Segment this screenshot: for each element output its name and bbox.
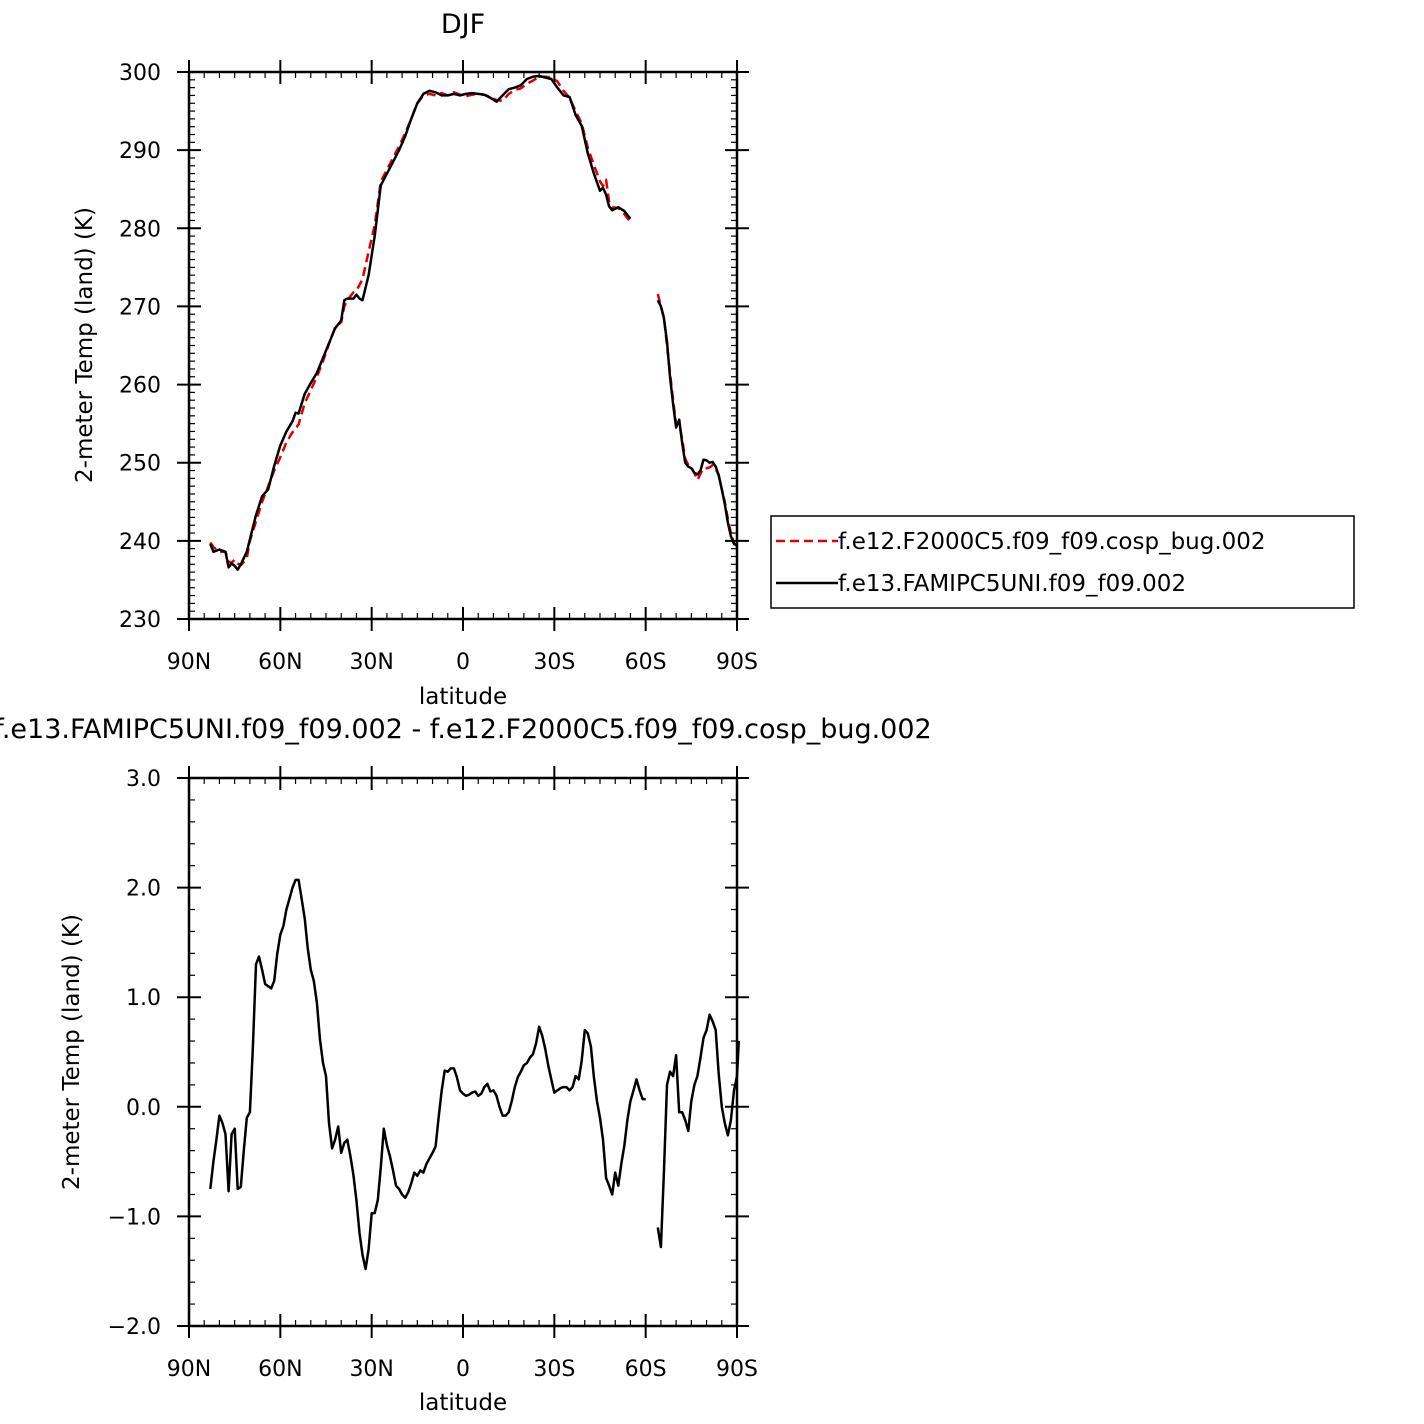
bottom-ticks [177, 766, 749, 1338]
y-tick-label: 240 [119, 530, 161, 555]
x-tick-label: 60S [625, 650, 667, 675]
y-tick-label: 230 [119, 608, 161, 633]
legend-box [770, 515, 1355, 609]
top-series-1-line-segment-1 [209, 75, 632, 567]
y-tick-label: 280 [119, 217, 161, 242]
y-tick-label: 0.0 [126, 1096, 161, 1121]
x-tick-label: 90N [167, 650, 211, 675]
top-series-2-line-segment-1 [209, 74, 632, 572]
bottom-plot-frame [187, 776, 739, 1328]
y-tick-label: 270 [119, 295, 161, 320]
x-tick-label: 30N [349, 650, 393, 675]
top-plot-frame [187, 70, 739, 621]
x-tick-label: 60N [258, 650, 302, 675]
top-panel: DJF 230 240 250 260 270 280 290 300 90N 60N 30N 0 30… [72, 9, 1355, 710]
y-tick-label: 290 [119, 139, 161, 164]
x-tick-label: 30S [533, 1357, 575, 1382]
y-tick-label: 2.0 [126, 877, 161, 902]
bottom-tick-labels: −2.0 −1.0 0.0 1.0 2.0 3.0 90N 60N 30N 0 30S 60S 90S [108, 767, 758, 1382]
y-tick-label: 260 [119, 374, 161, 399]
top-series-2-line-segment-2 [656, 299, 738, 547]
x-tick-label: 90N [167, 1357, 211, 1382]
y-tick-label: 3.0 [126, 767, 161, 792]
bottom-series-1-line-segment-1 [209, 878, 646, 1271]
x-tick-label: 60S [625, 1357, 667, 1382]
x-tick-label: 60N [258, 1357, 302, 1382]
y-tick-label: 1.0 [126, 986, 161, 1011]
bottom-plot-title: f.e13.FAMIPC5UNI.f09_f09.002 - f.e12.F20… [0, 714, 932, 745]
x-tick-label: 0 [456, 1357, 470, 1382]
y-tick-label: 250 [119, 452, 161, 477]
bottom-series-1-line-segment-2 [656, 1013, 740, 1249]
top-tick-labels: 230 240 250 260 270 280 290 300 90N 60N 30N 0 30S 60S… [119, 61, 758, 675]
bottom-series-lines [209, 878, 740, 1271]
top-legend: f.e12.F2000C5.f09_f09.cosp_bug.002 f.e13… [770, 515, 1355, 609]
x-tick-label: 0 [456, 650, 470, 675]
x-tick-label: 30S [533, 650, 575, 675]
y-tick-label: −2.0 [108, 1315, 161, 1340]
y-tick-label: 300 [119, 61, 161, 86]
top-y-axis-title: 2-meter Temp (land) (K) [72, 207, 98, 483]
top-plot-title: DJF [441, 9, 485, 40]
x-tick-label: 30N [349, 1357, 393, 1382]
y-tick-label: −1.0 [108, 1205, 161, 1230]
legend-label-series-1: f.e12.F2000C5.f09_f09.cosp_bug.002 [838, 529, 1266, 555]
top-ticks [177, 60, 749, 631]
top-x-axis-title: latitude [419, 684, 507, 710]
top-series-lines [209, 74, 738, 572]
x-tick-label: 90S [716, 650, 758, 675]
bottom-y-axis-title: 2-meter Temp (land) (K) [59, 914, 85, 1190]
legend-label-series-2: f.e13.FAMIPC5UNI.f09_f09.002 [838, 571, 1186, 597]
x-tick-label: 90S [716, 1357, 758, 1382]
bottom-panel: f.e13.FAMIPC5UNI.f09_f09.002 - f.e12.F20… [0, 714, 932, 1416]
bottom-x-axis-title: latitude [419, 1390, 507, 1416]
